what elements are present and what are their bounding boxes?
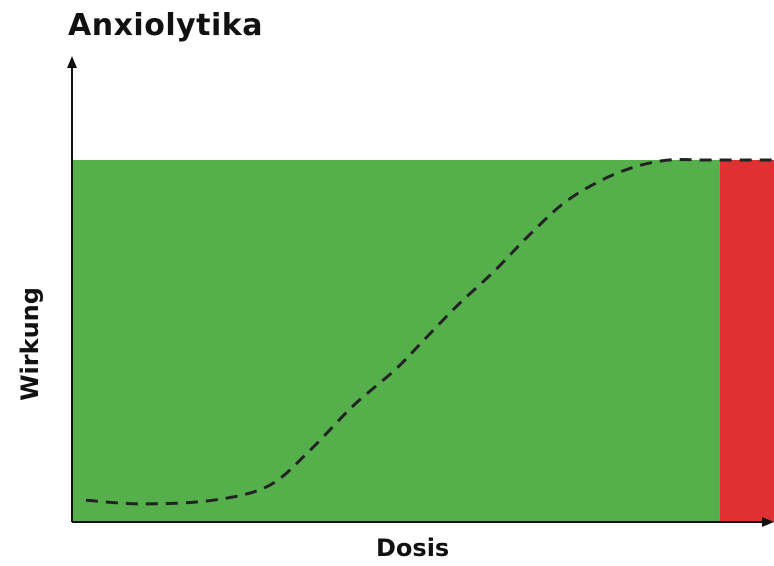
x-axis-arrow [762,517,774,527]
dose-region-1 [72,160,720,522]
dose-regions [72,160,774,522]
y-axis-label: Wirkung [16,287,44,401]
axes [67,56,774,527]
effect-curve-1 [85,157,774,506]
x-axis-label: Dosis [376,534,450,562]
dose-region-2 [719,160,774,522]
y-axis-arrow [67,56,77,68]
effect-curves [85,157,774,506]
chart-title: Anxiolytika [68,8,263,43]
